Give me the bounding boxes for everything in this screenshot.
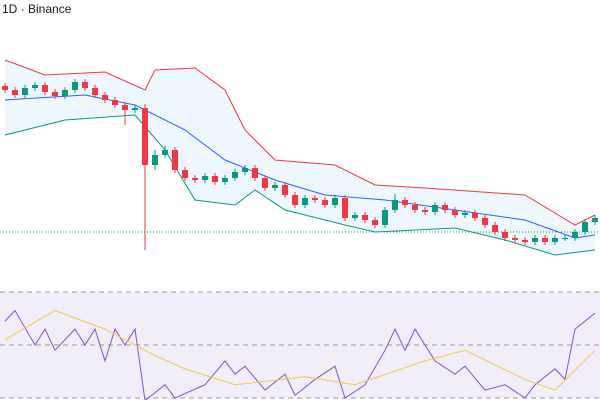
symbol-label: 1D · Binance	[2, 2, 72, 16]
candle-body	[152, 155, 158, 165]
candle-body	[382, 210, 388, 225]
candle-body	[172, 150, 178, 170]
candle-body	[122, 105, 128, 110]
candle-body	[552, 238, 558, 242]
rsi-line	[4, 309, 596, 391]
candle-body	[82, 82, 88, 88]
candle-body	[342, 198, 348, 218]
candle-body	[202, 176, 208, 180]
candle-body	[362, 215, 368, 220]
candle-body	[222, 178, 228, 182]
price-pane	[0, 59, 600, 256]
candle-body	[312, 198, 318, 200]
candle-body	[482, 218, 488, 225]
candle-body	[332, 198, 338, 205]
candle-body	[512, 238, 518, 240]
candle-body	[412, 205, 418, 210]
candle-body	[62, 90, 68, 96]
candle-body	[212, 176, 218, 182]
candle-body	[462, 213, 468, 215]
rsi-line	[4, 309, 596, 400]
candle-body	[532, 238, 538, 242]
candle-body	[542, 238, 548, 242]
bollinger-line	[4, 94, 596, 239]
candle-body	[52, 92, 58, 96]
candle-body	[582, 222, 588, 232]
candle-body	[252, 168, 258, 178]
candle-body	[32, 85, 38, 88]
candle-body	[572, 232, 578, 238]
candle-body	[12, 90, 18, 95]
candle-body	[442, 205, 448, 210]
candle-body	[402, 200, 408, 205]
candle-body	[432, 205, 438, 212]
candle-body	[452, 210, 458, 215]
candle-body	[182, 170, 188, 178]
rsi-pane	[0, 291, 600, 400]
candle-body	[92, 88, 98, 95]
candle-body	[292, 195, 298, 205]
candle-body	[112, 100, 118, 105]
candle-body	[22, 88, 28, 95]
bollinger-line	[4, 114, 596, 256]
candle-body	[492, 225, 498, 232]
candle-body	[592, 218, 598, 222]
candle-body	[232, 172, 238, 178]
candle-body	[2, 86, 8, 90]
candle-body	[372, 220, 378, 225]
candle-body	[272, 185, 278, 188]
candle-body	[132, 108, 138, 110]
candle-body	[102, 95, 108, 100]
candle-body	[42, 85, 48, 92]
candle-body	[502, 232, 508, 238]
candle-body	[162, 150, 168, 155]
candle-body	[322, 200, 328, 205]
candle-body	[352, 215, 358, 218]
candle-body	[262, 178, 268, 188]
candle-body	[72, 82, 78, 90]
candle-body	[392, 200, 398, 210]
candle-body	[472, 213, 478, 218]
candle-body	[282, 185, 288, 195]
candle-body	[562, 238, 568, 239]
candle-body	[142, 108, 148, 165]
candle-body	[242, 168, 248, 172]
candle-body	[422, 210, 428, 212]
bollinger-line	[4, 59, 596, 226]
candle-body	[192, 178, 198, 180]
candle-body	[522, 240, 528, 242]
candle-body	[302, 198, 308, 205]
